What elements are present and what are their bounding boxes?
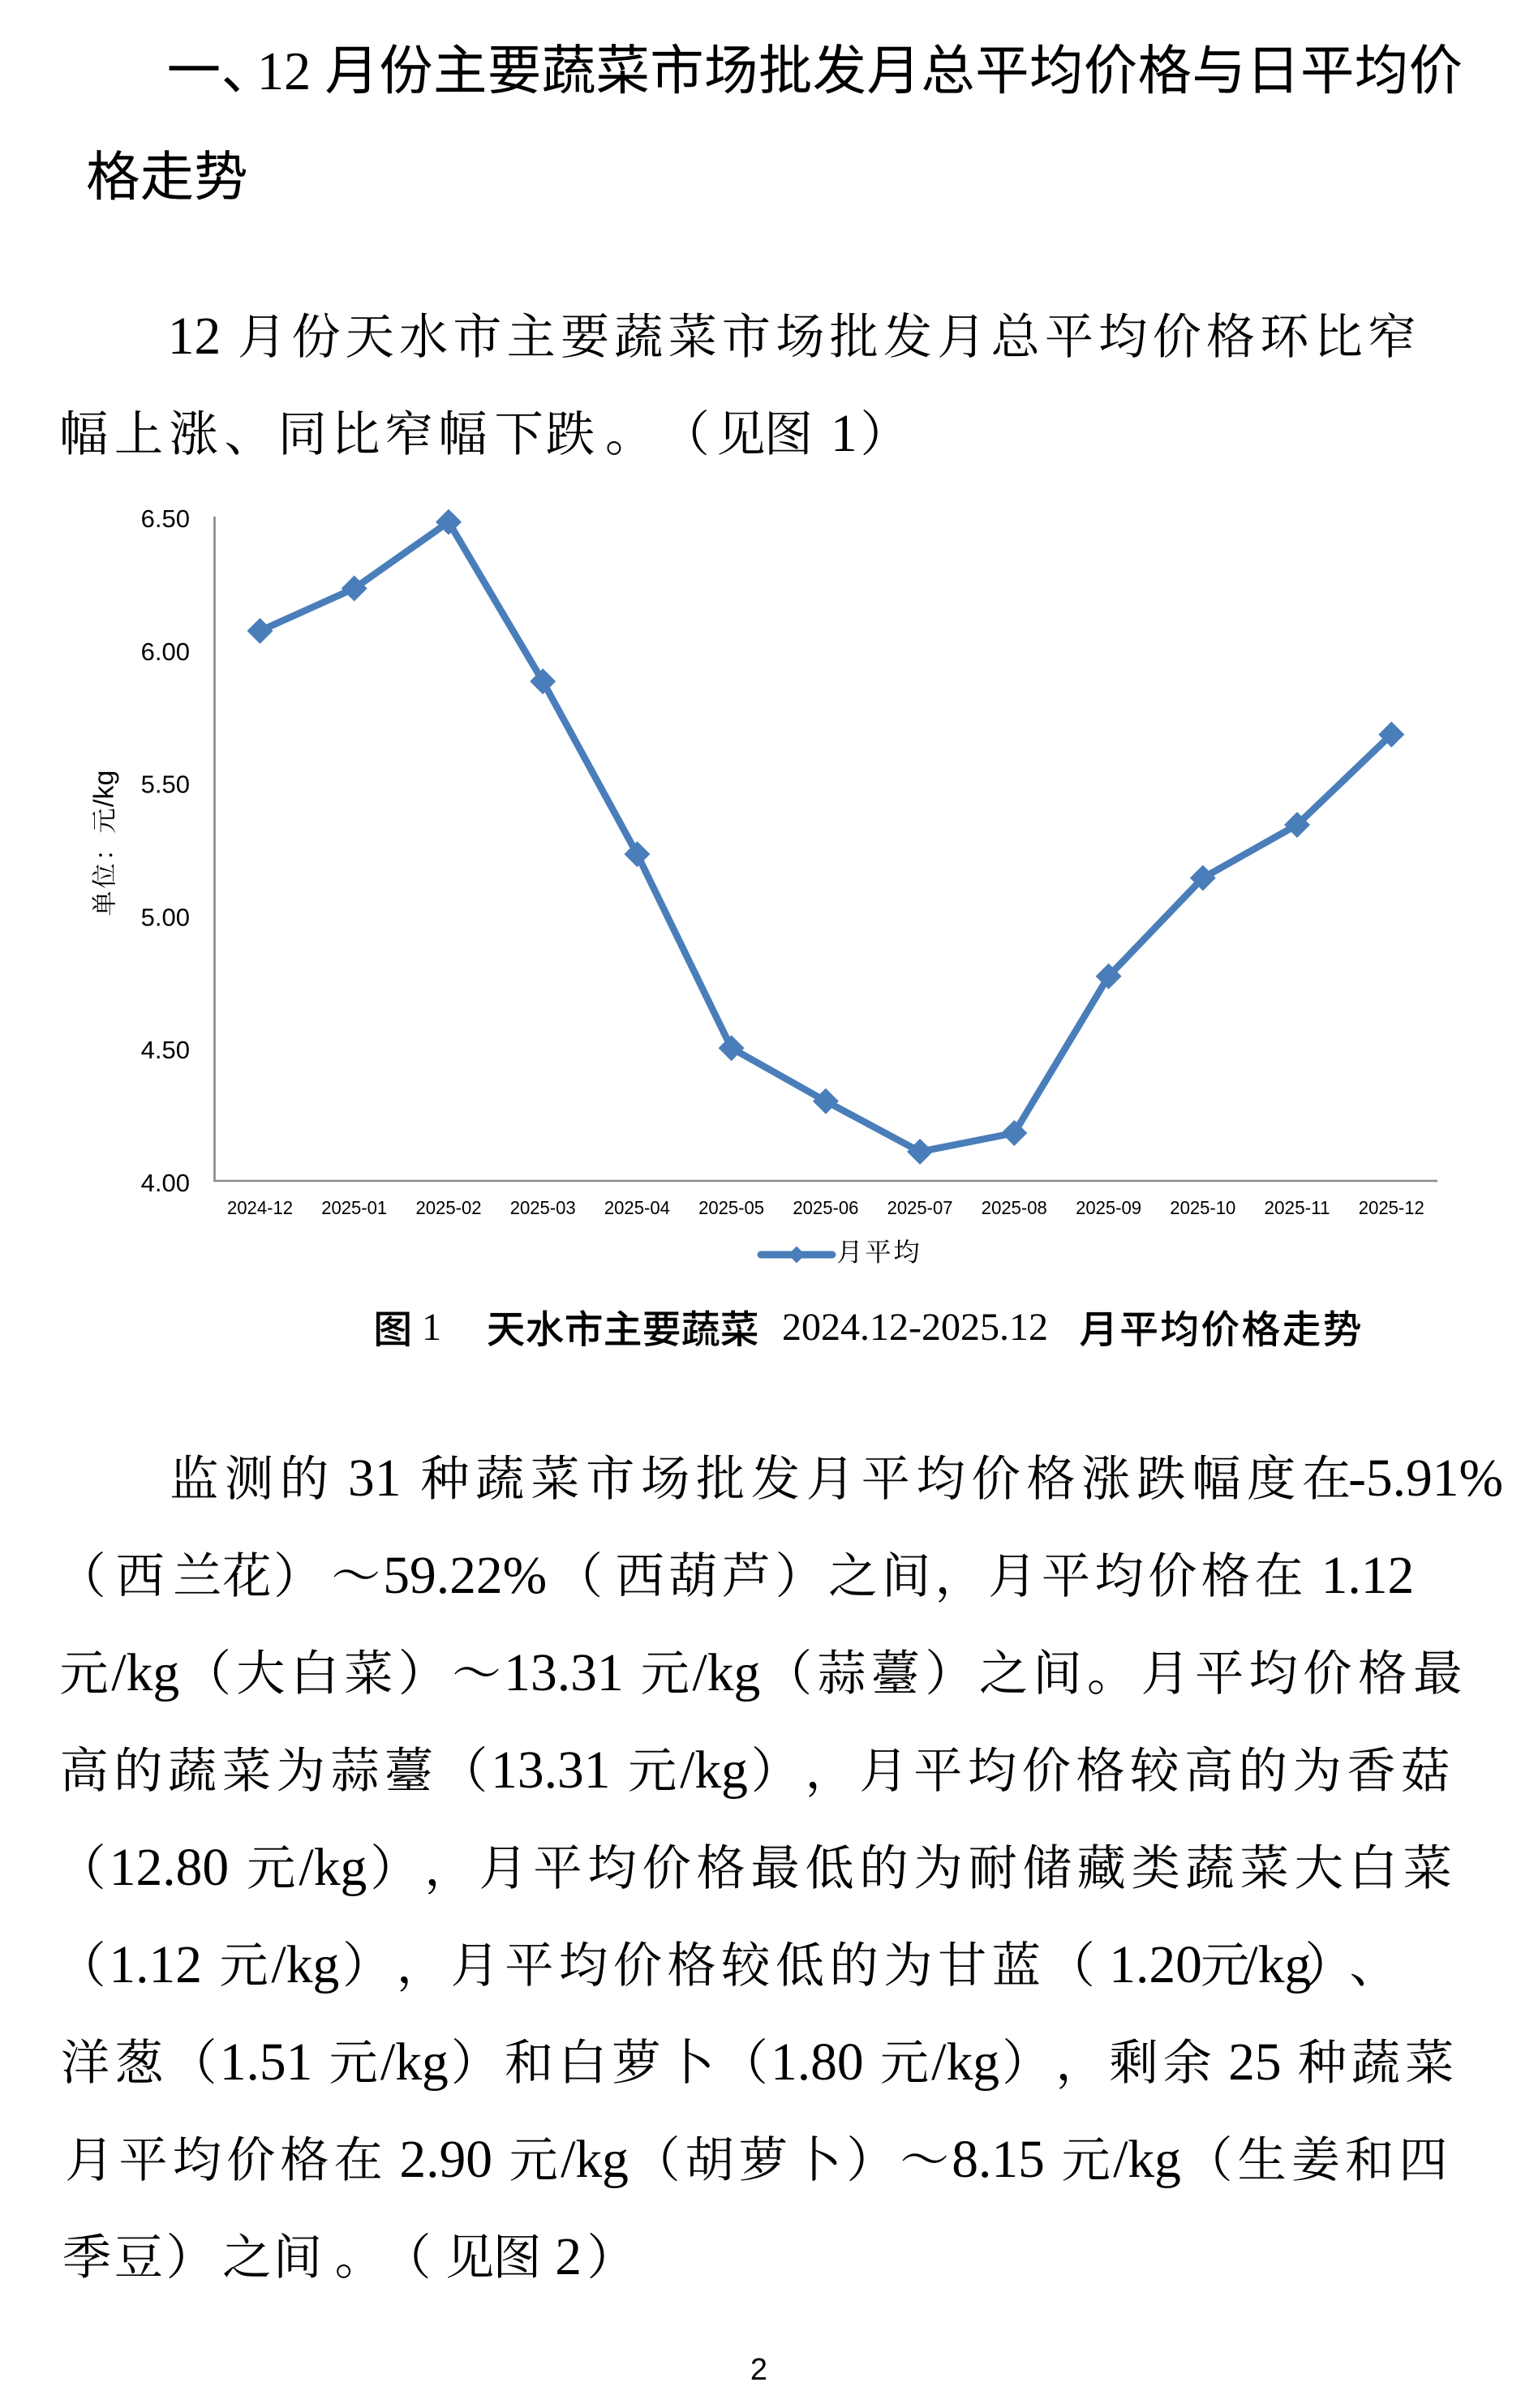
svg-text:/kg: /kg (299, 1839, 367, 1897)
svg-text:2024-12: 2024-12 (227, 1197, 293, 1218)
svg-text:1: 1 (831, 405, 857, 463)
svg-text:/kg: /kg (931, 2033, 999, 2092)
svg-text:4.50: 4.50 (141, 1036, 190, 1064)
svg-text:2025-07: 2025-07 (887, 1197, 953, 1218)
svg-text:/kg: /kg (1244, 1936, 1312, 1994)
svg-text:2: 2 (555, 2228, 582, 2286)
svg-text:2025-09: 2025-09 (1076, 1197, 1141, 1218)
svg-text:/kg: /kg (693, 1644, 761, 1702)
svg-text:2025-12: 2025-12 (1359, 1197, 1424, 1218)
svg-text:12.80: 12.80 (110, 1839, 229, 1897)
svg-text:8.15: 8.15 (952, 2131, 1045, 2189)
svg-text:2025-11: 2025-11 (1265, 1197, 1330, 1218)
svg-text:1: 1 (422, 1306, 441, 1349)
svg-text:1.20: 1.20 (1109, 1936, 1202, 1994)
svg-text:2: 2 (750, 2353, 767, 2387)
svg-text:2025-06: 2025-06 (793, 1197, 858, 1218)
svg-text:2025-03: 2025-03 (510, 1197, 576, 1218)
svg-text:1.80: 1.80 (771, 2033, 864, 2092)
svg-text:/kg: /kg (1113, 2131, 1181, 2189)
svg-text:25: 25 (1228, 2033, 1282, 2092)
svg-text:1.12: 1.12 (109, 1936, 202, 1994)
svg-text:31: 31 (348, 1449, 402, 1508)
svg-text:6.00: 6.00 (141, 637, 190, 666)
svg-text:/kg: /kg (272, 1936, 340, 1994)
svg-text:2025-05: 2025-05 (698, 1197, 764, 1218)
svg-text:2024.12-2025.12: 2024.12-2025.12 (782, 1306, 1048, 1349)
svg-text:13.31: 13.31 (504, 1644, 623, 1702)
svg-text:2025-02: 2025-02 (416, 1197, 482, 1218)
svg-text:2025-01: 2025-01 (321, 1197, 387, 1218)
svg-text:4.00: 4.00 (141, 1169, 190, 1197)
svg-text:/kg: /kg (89, 770, 120, 807)
svg-text:/kg: /kg (380, 2033, 449, 2092)
svg-text:/kg: /kg (111, 1644, 179, 1702)
svg-text:13.31: 13.31 (491, 1741, 610, 1800)
svg-text:12: 12 (168, 307, 221, 366)
svg-text:6.50: 6.50 (141, 504, 190, 533)
svg-text:59.22%: 59.22% (383, 1547, 547, 1605)
svg-text:2025-04: 2025-04 (604, 1197, 670, 1218)
svg-text:5.50: 5.50 (141, 770, 190, 799)
svg-text:2025-10: 2025-10 (1170, 1197, 1235, 1218)
svg-text:1.12: 1.12 (1321, 1547, 1415, 1605)
svg-text:/kg: /kg (680, 1741, 748, 1800)
svg-text:12: 12 (257, 42, 312, 101)
svg-text:/kg: /kg (561, 2131, 629, 2189)
svg-text:1.51: 1.51 (220, 2033, 313, 2092)
svg-text:5.00: 5.00 (141, 903, 190, 931)
svg-text:-5.91%: -5.91% (1348, 1449, 1503, 1508)
svg-text:2.90: 2.90 (399, 2131, 492, 2189)
svg-text:2025-08: 2025-08 (982, 1197, 1047, 1218)
